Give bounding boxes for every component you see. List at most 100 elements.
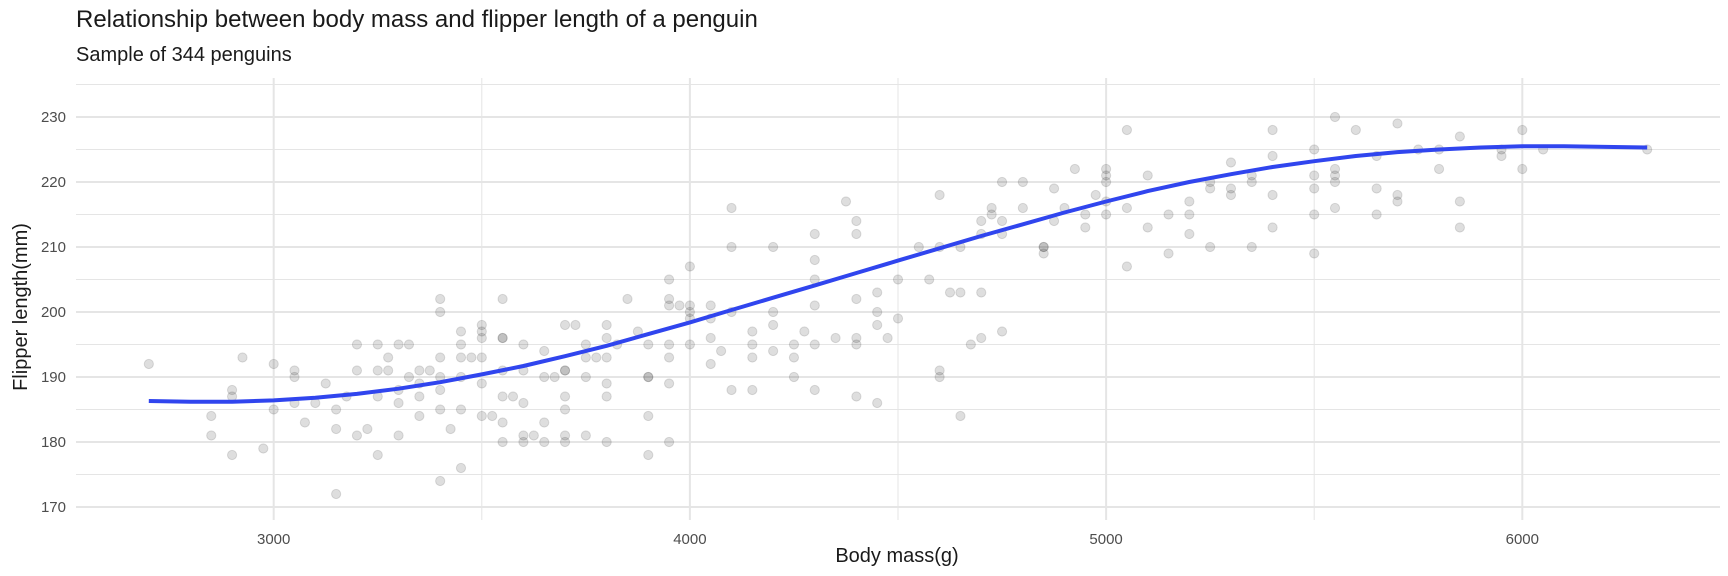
data-point <box>684 306 695 318</box>
x-axis-label: Body mass(g) <box>835 545 958 567</box>
smooth-curve <box>148 144 1648 404</box>
data-point <box>663 378 675 389</box>
data-point <box>747 326 758 337</box>
y-tick-label: 180 <box>41 434 66 451</box>
data-point <box>643 371 654 383</box>
data-point <box>996 176 1008 188</box>
data-point <box>518 397 529 409</box>
data-point <box>955 287 966 298</box>
data-point <box>705 358 716 370</box>
y-tick-label: 200 <box>41 304 66 321</box>
data-point <box>559 365 571 376</box>
data-point <box>1184 209 1195 220</box>
data-point <box>435 404 446 415</box>
data-point <box>580 352 591 363</box>
data-point <box>289 371 300 383</box>
data-point <box>934 189 945 201</box>
data-point <box>1309 209 1320 220</box>
data-point <box>559 404 571 415</box>
data-point <box>331 423 342 435</box>
data-point <box>955 410 966 422</box>
data-point <box>455 339 467 350</box>
data-point <box>1069 163 1080 175</box>
x-tick-label: 4000 <box>673 531 706 548</box>
data-point <box>403 371 415 383</box>
data-point <box>351 339 363 350</box>
data-point <box>705 300 716 311</box>
data-point <box>986 202 997 214</box>
data-point <box>1433 163 1445 175</box>
data-point <box>830 332 841 344</box>
data-point <box>237 352 248 363</box>
data-point <box>684 300 695 311</box>
data-point <box>768 241 779 253</box>
data-point <box>372 365 383 376</box>
y-tick-label: 210 <box>41 239 66 256</box>
data-point <box>226 384 238 396</box>
data-point <box>788 352 800 363</box>
data-point <box>976 215 987 227</box>
data-point <box>986 209 997 220</box>
data-point <box>476 326 487 337</box>
data-point <box>580 430 591 441</box>
data-point <box>487 410 498 422</box>
data-point <box>497 436 508 448</box>
data-point <box>768 306 779 318</box>
data-point <box>1225 157 1237 168</box>
data-point <box>476 352 487 363</box>
data-point <box>1142 170 1153 181</box>
data-point <box>1101 170 1112 181</box>
data-point <box>1017 202 1028 214</box>
data-point <box>872 306 883 318</box>
x-tick-label: 6000 <box>1506 531 1539 548</box>
data-point <box>455 326 467 337</box>
data-point <box>1517 124 1528 136</box>
data-point <box>351 365 363 376</box>
data-point <box>663 352 675 363</box>
data-point <box>268 404 279 415</box>
data-point <box>414 410 425 422</box>
data-point <box>1205 241 1216 253</box>
data-point <box>892 313 904 324</box>
data-point <box>559 319 571 331</box>
data-point <box>591 352 602 363</box>
data-point <box>331 404 342 415</box>
data-point <box>497 417 508 428</box>
data-point <box>351 430 363 441</box>
data-point <box>882 332 893 344</box>
data-point <box>1267 124 1278 136</box>
data-point <box>383 365 394 376</box>
data-point <box>435 293 446 305</box>
data-point <box>455 404 467 415</box>
data-point <box>1350 124 1361 136</box>
data-point <box>143 358 154 370</box>
data-point <box>455 352 467 363</box>
data-point <box>684 339 695 350</box>
data-point <box>372 339 383 350</box>
data-point <box>1163 209 1174 220</box>
data-point <box>851 339 862 350</box>
data-point <box>539 436 550 448</box>
data-point <box>840 196 852 207</box>
data-point <box>1121 202 1133 214</box>
data-point <box>809 384 820 396</box>
data-point <box>1121 124 1133 136</box>
data-point <box>424 365 435 376</box>
data-point <box>1329 202 1341 214</box>
data-point <box>1121 261 1133 272</box>
data-point <box>1496 150 1507 162</box>
data-point <box>539 371 550 383</box>
smooth-line <box>148 144 1648 404</box>
data-point <box>570 319 581 331</box>
data-point <box>539 417 550 428</box>
data-point <box>1309 248 1320 259</box>
data-point <box>466 352 477 363</box>
chart-title: Relationship between body mass and flipp… <box>76 6 758 33</box>
data-point <box>1371 183 1382 194</box>
data-point <box>1309 183 1320 194</box>
data-point <box>768 319 779 331</box>
data-point <box>1246 241 1257 253</box>
data-point <box>383 352 394 363</box>
data-point <box>705 332 716 344</box>
data-point <box>788 371 800 383</box>
